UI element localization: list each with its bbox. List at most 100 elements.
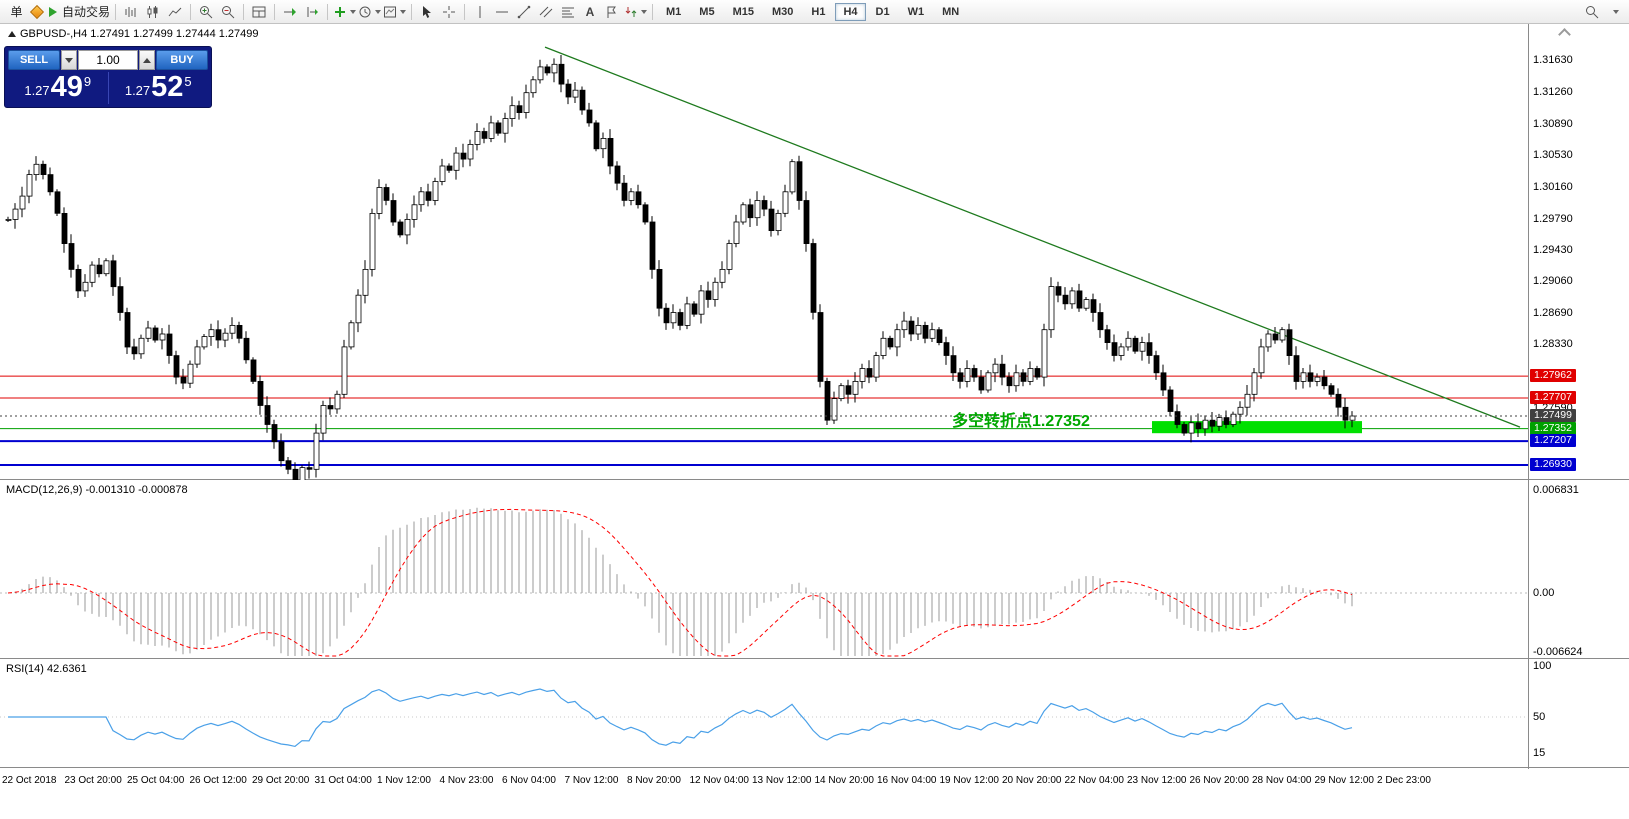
chart-shift-button[interactable]	[302, 2, 322, 22]
price-axis-tag: 1.27707	[1530, 391, 1576, 405]
periods-button[interactable]	[358, 2, 382, 22]
price-axis-label: 1.28690	[1533, 307, 1573, 320]
text-tool-icon: A	[585, 4, 595, 19]
time-axis-label: 13 Nov 12:00	[752, 775, 812, 786]
crosshair-button[interactable]	[439, 2, 459, 22]
buy-price-display[interactable]: 1.27 52 5	[109, 72, 209, 104]
cursor-button[interactable]	[417, 2, 437, 22]
zoom-in-icon	[200, 5, 213, 18]
channel-icon	[539, 6, 553, 17]
price-axis-label: 1.29430	[1533, 243, 1573, 256]
chart-title: GBPUSD-,H4 1.27491 1.27499 1.27444 1.274…	[20, 28, 259, 40]
rsi-canvas[interactable]	[0, 660, 1528, 768]
sell-price-display[interactable]: 1.27 49 9	[8, 72, 109, 104]
lot-input[interactable]	[78, 50, 138, 70]
horizontal-line-button[interactable]	[492, 2, 512, 22]
price-axis-border	[1528, 24, 1529, 769]
tile-windows-icon	[252, 6, 266, 17]
zoom-out-button[interactable]	[218, 2, 238, 22]
macd-canvas[interactable]	[0, 481, 1528, 659]
search-button[interactable]	[1582, 2, 1602, 22]
price-axis-label: 1.29060	[1533, 275, 1573, 288]
toolbar-separator	[243, 3, 245, 20]
macd-label: MACD(12,26,9) -0.001310 -0.000878	[6, 484, 188, 496]
time-axis-label: 29 Nov 12:00	[1314, 775, 1375, 786]
auto-scroll-icon	[284, 7, 297, 16]
price-axis-tag: 1.27207	[1530, 434, 1576, 448]
main-chart-canvas[interactable]	[0, 24, 1528, 480]
horizontal-line-icon	[496, 11, 509, 12]
fibonacci-button[interactable]	[558, 2, 578, 22]
time-axis-label: 19 Nov 12:00	[939, 775, 1000, 786]
rsi-label: RSI(14) 42.6361	[6, 663, 87, 675]
channel-button[interactable]	[536, 2, 556, 22]
time-axis-label: 14 Nov 20:00	[814, 775, 875, 786]
buy-price-pip: 5	[184, 74, 192, 89]
time-axis-label: 22 Nov 04:00	[1064, 775, 1125, 786]
tf-button-M1[interactable]: M1	[666, 5, 682, 18]
chart-bars-button[interactable]	[121, 2, 141, 22]
macd-axis-label: -0.006624	[1533, 646, 1583, 658]
sell-button[interactable]: SELL	[8, 50, 60, 70]
dropdown-arrow-icon	[375, 9, 382, 14]
vertical-line-button[interactable]	[470, 2, 490, 22]
time-axis-label: 26 Oct 12:00	[189, 775, 247, 786]
lot-decrease-button[interactable]	[61, 50, 77, 70]
line-chart-icon	[168, 7, 182, 16]
cursor-arrow-icon	[423, 5, 432, 18]
indicators-button[interactable]	[333, 2, 357, 22]
toolbar-separator	[115, 3, 117, 20]
macd-pane: MACD(12,26,9) -0.001310 -0.000878 0.0068…	[0, 481, 1629, 659]
main-toolbar: 单 自动交易 A	[0, 0, 1629, 24]
time-axis-label: 12 Nov 04:00	[689, 775, 750, 786]
new-order-button[interactable]: 单	[5, 2, 25, 22]
template-icon	[384, 6, 397, 17]
trendline-button[interactable]	[514, 2, 534, 22]
timeframe-bar: M1 M5 M15 M30 H1 H4 D1 W1 MN	[657, 2, 968, 21]
chart-candles-button[interactable]	[143, 2, 163, 22]
metaeditor-button[interactable]	[27, 2, 47, 22]
toolbar-separator	[274, 3, 276, 20]
vertical-line-icon	[479, 5, 481, 18]
macd-axis-label: 0.00	[1533, 587, 1555, 599]
auto-scroll-button[interactable]	[280, 2, 300, 22]
tf-button-M30[interactable]: M30	[771, 5, 794, 18]
buy-button[interactable]: BUY	[156, 50, 208, 70]
time-axis-label: 6 Nov 04:00	[502, 775, 556, 786]
rsi-axis-label: 100	[1533, 660, 1552, 672]
tf-button-M5[interactable]: M5	[699, 5, 715, 18]
time-axis-label: 29 Oct 20:00	[252, 775, 310, 786]
autotrading-button[interactable]: 自动交易	[49, 2, 110, 22]
tf-button-W1[interactable]: W1	[907, 5, 925, 18]
chevron-down-icon	[1612, 9, 1619, 14]
label-button[interactable]	[602, 2, 622, 22]
dropdown-arrow-icon	[350, 9, 357, 14]
price-axis-label: 1.30160	[1533, 180, 1573, 193]
chart-shift-icon	[307, 6, 319, 17]
lot-decrease-icon	[65, 57, 73, 63]
tf-button-M15[interactable]: M15	[732, 5, 754, 18]
tf-button-D1[interactable]: D1	[875, 5, 890, 18]
price-axis-label: 1.29790	[1533, 212, 1573, 225]
tf-button-H4[interactable]: H4	[835, 2, 866, 21]
zoom-in-button[interactable]	[196, 2, 216, 22]
lot-increase-button[interactable]	[139, 50, 155, 70]
time-axis[interactable]: 22 Oct 2018 23 Oct 20:00 25 Oct 04:00 26 Oc…	[0, 769, 1629, 819]
chart-line-button[interactable]	[165, 2, 185, 22]
tf-button-MN[interactable]: MN	[942, 5, 960, 18]
lot-increase-icon	[143, 57, 151, 63]
tile-windows-button[interactable]	[249, 2, 269, 22]
toolbar-overflow-button[interactable]	[1604, 2, 1624, 22]
chart-header: GBPUSD-,H4 1.27491 1.27499 1.27444 1.274…	[8, 28, 259, 40]
macd-axis-label: 0.006831	[1533, 484, 1579, 496]
toolbar-separator	[411, 3, 413, 20]
main-chart-pane: GBPUSD-,H4 1.27491 1.27499 1.27444 1.274…	[0, 24, 1629, 480]
text-button[interactable]: A	[580, 2, 600, 22]
templates-button[interactable]	[383, 2, 407, 22]
tf-button-H1[interactable]: H1	[811, 5, 826, 18]
toolbar-separator	[652, 3, 654, 20]
chevron-up-icon[interactable]	[1558, 28, 1571, 41]
price-axis-label: 1.31260	[1533, 85, 1573, 98]
arrows-button[interactable]	[624, 2, 648, 22]
search-icon	[1586, 5, 1599, 18]
